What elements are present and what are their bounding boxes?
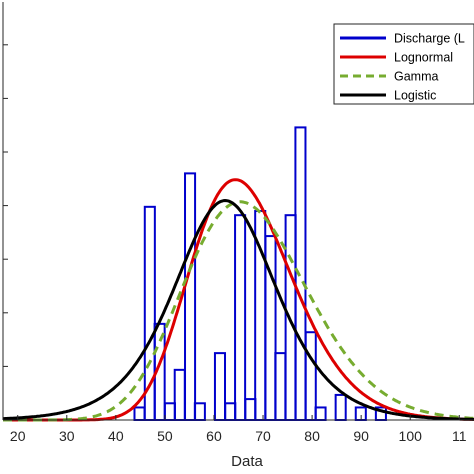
x-tick-label: 90 (353, 428, 369, 444)
x-tick-label: 70 (255, 428, 271, 444)
x-tick-label: 40 (108, 428, 124, 444)
legend: Discharge (L Lognormal Gamma Logistic (333, 23, 474, 105)
x-ticks: 20 30 40 50 60 70 80 90 100 11 (10, 415, 467, 444)
logistic-curve (3, 198, 474, 421)
axes (2, 2, 474, 421)
legend-label: Discharge (L (394, 32, 465, 46)
x-tick-label: 60 (206, 428, 222, 444)
x-tick-label: 11 (452, 428, 467, 444)
legend-label: Gamma (394, 70, 439, 84)
gamma-curve (3, 200, 474, 422)
x-tick-label: 20 (10, 428, 26, 444)
x-tick-label: 50 (157, 428, 173, 444)
x-axis-label: Data (231, 453, 263, 470)
legend-label: Lognormal (394, 51, 453, 65)
x-tick-label: 80 (304, 428, 320, 444)
legend-label: Logistic (394, 89, 436, 103)
x-tick-label: 30 (59, 428, 75, 444)
x-tick-label: 100 (399, 428, 423, 444)
